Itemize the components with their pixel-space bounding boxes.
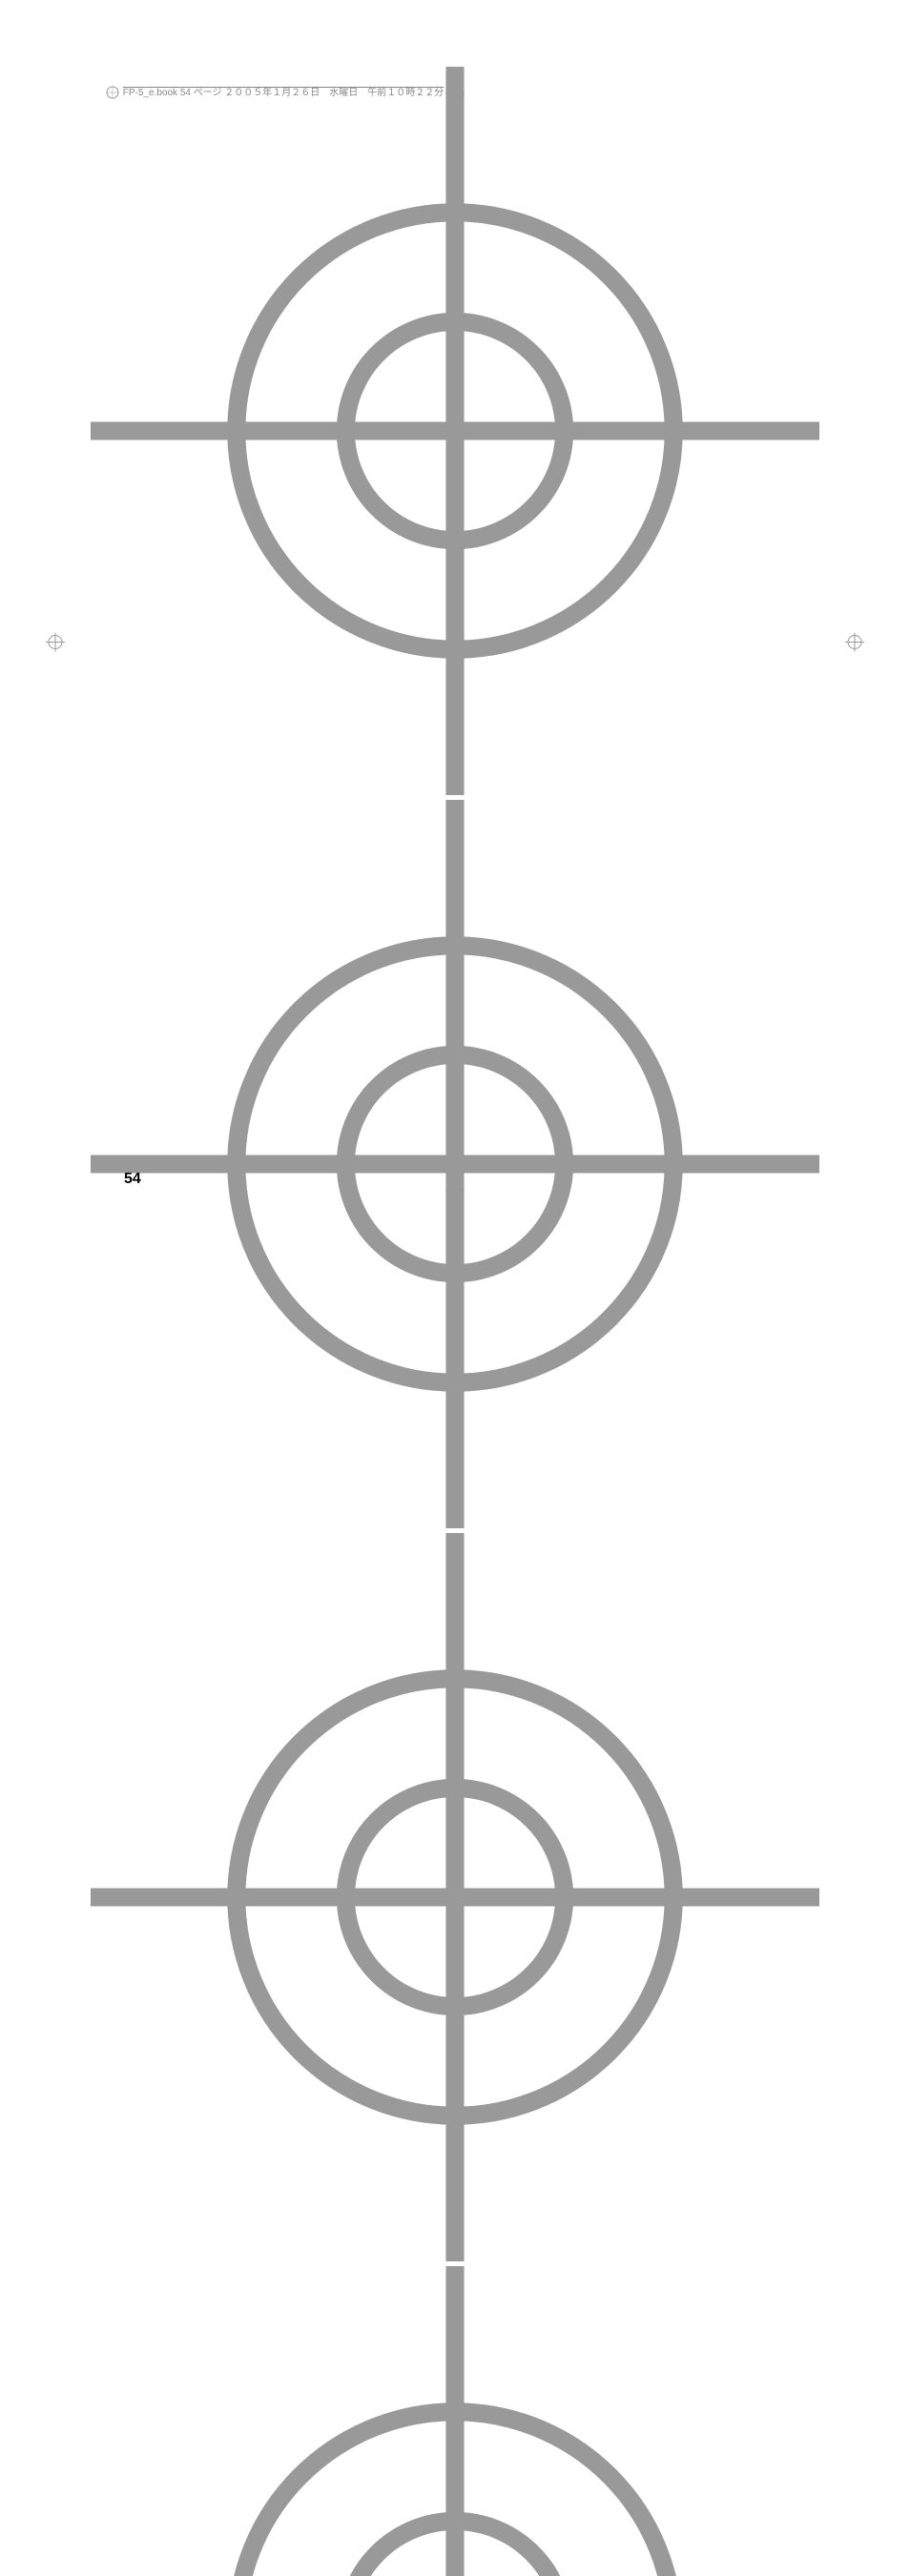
print-header: FP-5_e.book 54 ページ ２００５年１月２６日 水曜日 午前１０時２… <box>105 84 444 100</box>
registration-mark-icon <box>445 1180 465 1204</box>
registration-mark-icon <box>91 800 819 1533</box>
registration-mark-icon <box>91 67 819 800</box>
page-number: 54 <box>124 1171 141 1188</box>
print-header-text: FP-5_e.book 54 ページ ２００５年１月２６日 水曜日 午前１０時２… <box>123 86 445 98</box>
registration-mark-icon <box>91 1533 819 2266</box>
page-container: FP-5_e.book 54 ページ ２００５年１月２６日 水曜日 午前１０時２… <box>0 0 910 1288</box>
registration-mark-icon <box>445 84 465 108</box>
registration-mark-icon <box>46 632 65 656</box>
registration-mark-icon <box>91 2266 819 2576</box>
registration-mark-icon <box>845 632 864 656</box>
